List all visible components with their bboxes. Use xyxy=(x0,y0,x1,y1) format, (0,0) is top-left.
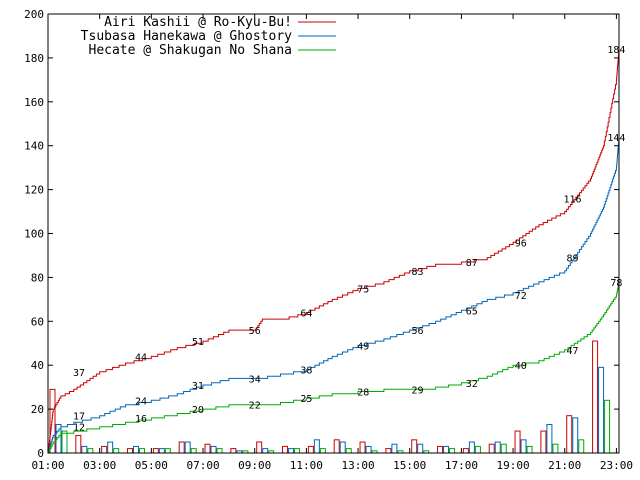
data-label: 89 xyxy=(566,254,578,265)
legend-label: Tsubasa Hanekawa @ Ghostory xyxy=(81,29,292,44)
point-labels: 37 44 51 56 64 75 83 87 96 116 184 17 24 31 34 38 49 56 65… xyxy=(73,45,625,434)
data-label: 47 xyxy=(566,346,578,357)
y-tick-label: 60 xyxy=(31,315,44,328)
data-label: 87 xyxy=(466,258,478,269)
data-label: 12 xyxy=(73,423,85,434)
data-label: 78 xyxy=(610,278,622,289)
x-tick-label: 19:00 xyxy=(497,459,530,472)
data-label: 22 xyxy=(249,401,261,412)
data-label: 44 xyxy=(135,352,147,363)
data-label: 32 xyxy=(466,379,478,390)
data-label: 37 xyxy=(73,368,85,379)
data-label: 116 xyxy=(563,194,581,205)
y-tick-label: 120 xyxy=(24,184,44,197)
data-label: 65 xyxy=(466,306,478,317)
data-label: 34 xyxy=(249,374,261,385)
y-tick-label: 0 xyxy=(37,447,44,460)
y-tick-label: 100 xyxy=(24,228,44,241)
data-label: 17 xyxy=(73,412,85,423)
data-label: 24 xyxy=(135,396,147,407)
series-line xyxy=(48,281,620,454)
data-label: 20 xyxy=(192,405,204,416)
data-label: 38 xyxy=(300,366,312,377)
legend-label: Hecate @ Shakugan No Shana xyxy=(89,43,293,58)
data-label: 31 xyxy=(192,381,204,392)
x-tick-label: 09:00 xyxy=(238,459,271,472)
series-line xyxy=(47,49,620,454)
series-line xyxy=(48,136,620,454)
data-label: 184 xyxy=(607,45,625,56)
legend-label: Airi Kashii @ Ro-Kyu-Bu! xyxy=(104,15,292,30)
data-label: 28 xyxy=(357,388,369,399)
y-tick-label: 180 xyxy=(24,52,44,65)
data-label: 64 xyxy=(300,309,312,320)
data-label: 144 xyxy=(607,133,625,144)
x-tick-label: 07:00 xyxy=(186,459,219,472)
axes: 0 20 40 60 80 100 120 140 160 180 200 01:00 03:00 05:… xyxy=(24,8,633,472)
y-tick-label: 140 xyxy=(24,140,44,153)
legend: Airi Kashii @ Ro-Kyu-Bu!Tsubasa Hanekawa… xyxy=(81,15,336,58)
data-label: 51 xyxy=(192,337,204,348)
x-tick-label: 17:00 xyxy=(445,459,478,472)
data-label: 29 xyxy=(411,385,423,396)
y-tick-label: 200 xyxy=(24,8,44,21)
data-label: 49 xyxy=(357,341,369,352)
y-tick-label: 20 xyxy=(31,403,44,416)
y-tick-label: 40 xyxy=(31,359,44,372)
data-label: 75 xyxy=(357,284,369,295)
data-label: 25 xyxy=(300,394,312,405)
data-label: 40 xyxy=(515,361,527,372)
x-tick-label: 13:00 xyxy=(341,459,374,472)
x-tick-label: 05:00 xyxy=(135,459,168,472)
data-label: 83 xyxy=(411,267,423,278)
data-label: 56 xyxy=(411,326,423,337)
x-tick-label: 11:00 xyxy=(290,459,323,472)
cumulative-lines xyxy=(47,49,620,454)
data-label: 56 xyxy=(249,326,261,337)
y-tick-label: 160 xyxy=(24,96,44,109)
x-tick-label: 23:00 xyxy=(600,459,633,472)
data-label: 16 xyxy=(135,414,147,425)
x-tick-label: 01:00 xyxy=(31,459,64,472)
x-tick-label: 21:00 xyxy=(548,459,581,472)
x-tick-label: 15:00 xyxy=(393,459,426,472)
x-tick-label: 03:00 xyxy=(83,459,116,472)
y-tick-label: 80 xyxy=(31,271,44,284)
data-label: 72 xyxy=(515,291,527,302)
data-label: 96 xyxy=(515,238,527,249)
